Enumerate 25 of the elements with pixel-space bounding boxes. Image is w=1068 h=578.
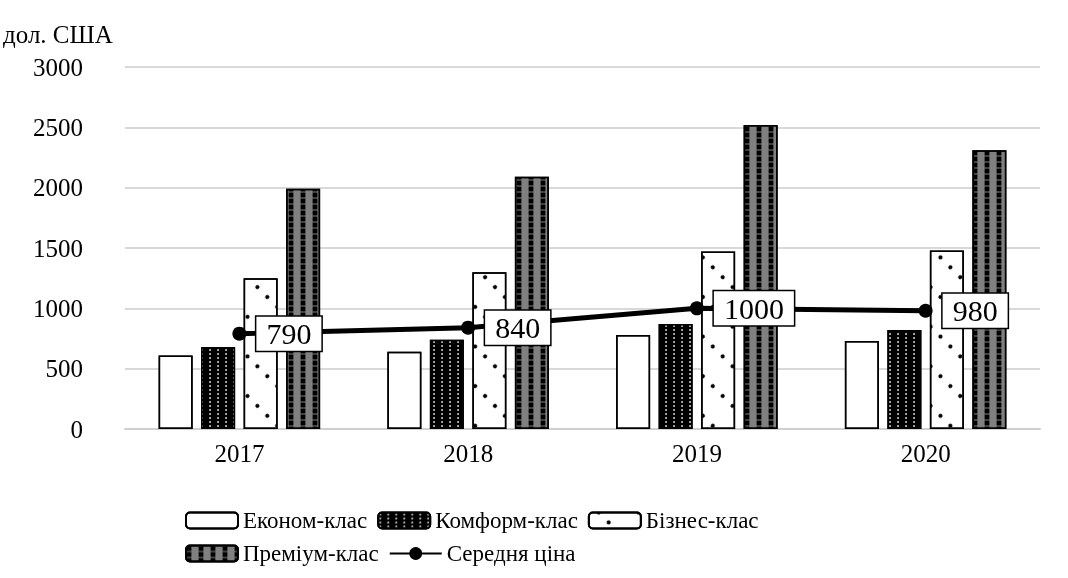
point — [689, 301, 704, 316]
legend-label: Преміум-клас — [243, 541, 379, 566]
legend-label: Середня ціна — [446, 541, 576, 566]
y-tick-label: 0 — [70, 415, 83, 443]
y-axis-title: дол. США — [3, 21, 113, 48]
y-tick-label: 2500 — [33, 113, 83, 141]
y-tick-label: 1000 — [33, 294, 83, 322]
legend-label: Економ-клас — [243, 508, 368, 533]
y-tick-label: 2000 — [33, 174, 83, 202]
y-tick-label: 1500 — [33, 234, 83, 262]
data-label: 1000 — [723, 291, 784, 325]
point — [232, 326, 247, 341]
x-tick-label: 2020 — [900, 440, 951, 467]
y-tick-label: 500 — [45, 355, 83, 383]
point — [461, 320, 476, 335]
data-label: 840 — [495, 311, 541, 345]
legend-label: Бізнес-клас — [645, 508, 759, 533]
x-tick-label: 2019 — [671, 440, 722, 467]
data-label: 790 — [266, 317, 312, 351]
y-tick-label: 3000 — [33, 53, 83, 81]
point — [918, 303, 933, 318]
x-tick-label: 2017 — [214, 440, 265, 467]
x-tick-label: 2018 — [443, 440, 494, 467]
data-label: 980 — [952, 294, 998, 328]
legend-label: Комформ-клас — [435, 508, 578, 533]
